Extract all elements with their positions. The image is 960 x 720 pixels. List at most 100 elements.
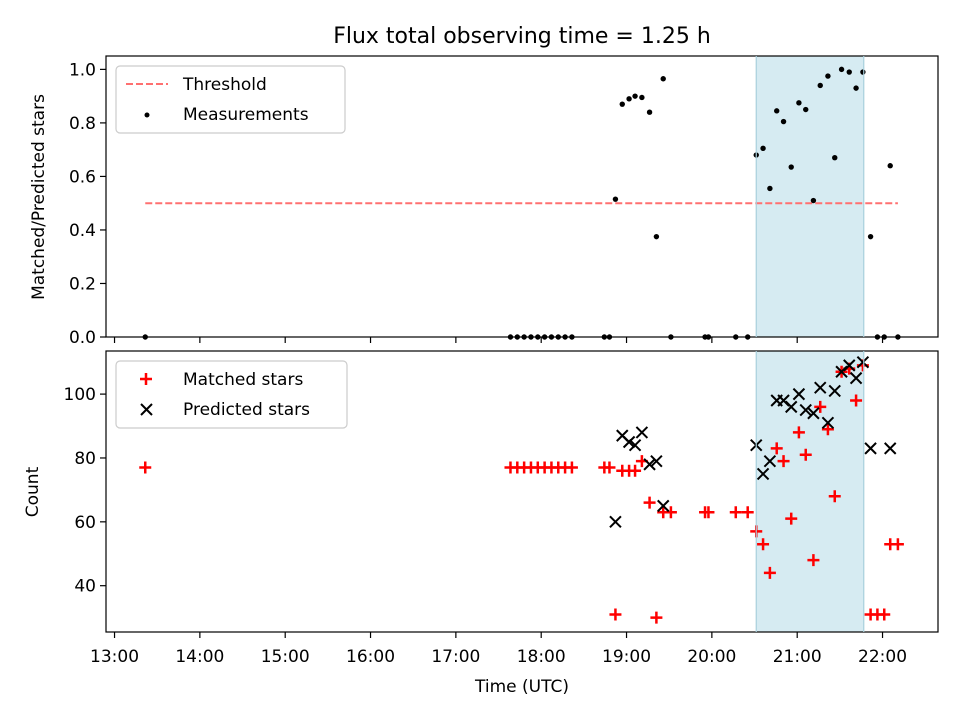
top-ytick-label: 0.8: [69, 114, 96, 134]
measurement-point: [846, 69, 852, 75]
measurement-point: [632, 93, 638, 99]
matched-star-point: [814, 400, 827, 413]
measurement-point: [780, 118, 787, 125]
predicted-star-point: [864, 442, 877, 455]
predicted-star-point: [799, 403, 812, 417]
matched-star-point: [609, 608, 622, 621]
measurement-point: [825, 73, 831, 79]
top-ytick-label: 0.4: [69, 221, 96, 241]
top-ytick-label: 0.2: [69, 274, 96, 294]
predicted-star-point: [650, 454, 663, 468]
measurement-point: [639, 94, 645, 101]
matched-star-point: [603, 461, 616, 474]
bottom-panel: 40 60 80 100 13:00 14:00 15:00 16:00 17:00 18:00 1…: [23, 350, 939, 697]
matched-legend-label: Matched stars: [183, 370, 303, 390]
bottom-ytick-label: 60: [74, 513, 96, 533]
measurements-legend-label: Measurements: [183, 105, 309, 125]
bottom-legend: Matched stars Predicted stars: [115, 360, 348, 429]
top-legend-box: [115, 65, 346, 134]
measurement-point: [626, 96, 632, 102]
matched-star-point: [139, 461, 152, 474]
bottom-highlight-span: [756, 351, 864, 632]
top-ylabel: Matched/Predicted stars: [29, 94, 49, 300]
bottom-xtick-label: 16:00: [346, 647, 395, 667]
top-highlight-span: [756, 56, 864, 337]
top-plot-frame: [105, 55, 939, 338]
bottom-ytick-label: 80: [74, 449, 96, 469]
bottom-xlabel: Time (UTC): [474, 677, 569, 697]
matched-star-point: [777, 455, 790, 468]
predicted-star-point: [856, 355, 870, 369]
measurement-point: [860, 69, 866, 75]
predicted-star-point: [628, 438, 642, 452]
predicted-legend-label: Predicted stars: [183, 400, 310, 420]
measurement-point: [817, 82, 823, 89]
bottom-xtick-label: 19:00: [602, 647, 651, 667]
top-ytick-label: 1.0: [69, 60, 96, 80]
top-ytick-label: 0.0: [69, 328, 96, 348]
top-legend: Threshold Measurements: [115, 65, 346, 134]
bottom-xtick-label: 20:00: [687, 647, 736, 667]
predicted-star-point: [828, 384, 841, 398]
matched-star-point: [891, 538, 904, 551]
matched-star-point: [757, 538, 770, 551]
matched-star-point: [850, 394, 863, 407]
measurement-point: [853, 85, 859, 91]
bottom-xtick-label: 13:00: [90, 647, 139, 667]
measurement-point: [619, 101, 625, 107]
predicted-star-point: [643, 458, 656, 471]
matched-star-point: [664, 506, 677, 519]
bottom-ytick-label: 40: [74, 577, 96, 597]
predicted-star-point: [821, 416, 835, 430]
predicted-star-point: [807, 407, 820, 420]
measurements-legend-marker: [144, 112, 150, 118]
matched-star-point: [629, 464, 642, 477]
matched-star-point: [799, 448, 812, 461]
matched-legend-marker: [140, 373, 152, 385]
predicted-star-point: [785, 400, 798, 414]
matched-star-point: [807, 554, 820, 567]
matched-star-point: [729, 506, 742, 519]
top-ytick-label: 0.6: [69, 167, 96, 187]
measurement-point: [803, 106, 809, 113]
predicted-star-point: [843, 359, 856, 372]
predicted-legend-marker: [140, 403, 153, 416]
bottom-xtick-label: 17:00: [431, 647, 480, 667]
predicted-star-point: [849, 371, 863, 385]
matched-star-point: [650, 611, 663, 624]
measurement-point: [796, 100, 802, 106]
chart-title: Flux total observing time = 1.25 h: [333, 24, 711, 49]
predicted-star-point: [814, 381, 827, 394]
bottom-plot-frame: [105, 350, 939, 633]
matched-star-point: [821, 423, 834, 436]
predicted-star-point: [609, 515, 622, 529]
bottom-ylabel: Count: [23, 466, 43, 517]
matched-star-point: [785, 512, 798, 525]
predicted-star-point: [635, 426, 649, 439]
measurement-point: [832, 154, 838, 161]
predicted-star-point: [884, 442, 897, 455]
bottom-legend-box: [115, 360, 348, 429]
top-panel: 0.0 0.2 0.4 0.6 0.8 1.0 Matched/Predicted sta…: [29, 55, 939, 348]
measurement-point: [660, 76, 666, 82]
matched-star-point: [792, 426, 805, 439]
bottom-xtick-label: 14:00: [175, 647, 224, 667]
measurement-point: [760, 145, 766, 152]
matched-star-point: [763, 566, 776, 579]
bottom-xtick-label: 21:00: [773, 647, 822, 667]
threshold-legend-label: Threshold: [182, 75, 267, 95]
matched-star-point: [878, 608, 891, 621]
predicted-star-point: [792, 387, 806, 401]
matched-star-point: [643, 496, 656, 509]
matched-star-point: [565, 461, 578, 474]
measurement-point: [810, 197, 817, 204]
bottom-xtick-label: 22:00: [858, 647, 907, 667]
measurement-point: [646, 109, 653, 115]
predicted-star-point: [622, 435, 636, 449]
bottom-ytick-label: 100: [64, 385, 96, 405]
predicted-star-point: [756, 467, 770, 481]
bottom-xtick-label: 15:00: [261, 647, 310, 667]
matched-star-point: [741, 506, 754, 519]
matched-star-point: [770, 442, 783, 455]
